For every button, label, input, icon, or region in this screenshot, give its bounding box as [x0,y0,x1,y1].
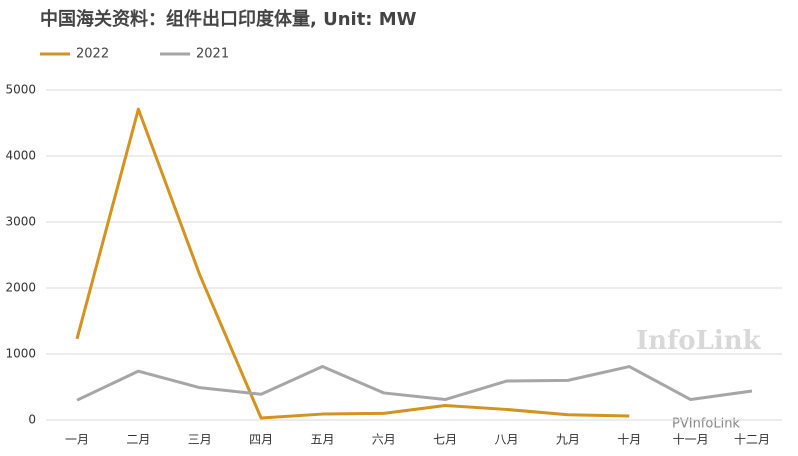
y-tick-label: 3000 [5,215,36,229]
line-series [76,365,753,402]
y-tick-label: 2000 [5,281,36,295]
y-tick-label: 0 [28,413,36,427]
x-tick-label: 四月 [249,433,273,447]
x-tick-label: 六月 [372,433,396,447]
watermark: InfoLink [636,326,762,356]
x-tick-label: 二月 [126,433,150,447]
x-tick-label: 十月 [617,433,641,447]
x-tick-label: 五月 [310,433,334,447]
y-tick-label: 4000 [5,149,36,163]
x-tick-label: 八月 [495,433,519,447]
watermark-account: PVInfoLink [672,417,740,432]
x-tick-label: 十一月 [673,433,709,447]
x-tick-label: 九月 [556,433,580,447]
line-series [75,107,630,420]
y-tick-label: 5000 [5,83,36,97]
y-tick-label: 1000 [5,347,36,361]
x-tick-label: 七月 [433,433,457,447]
legend-label: 2022 [76,47,109,62]
x-tick-label: 一月 [65,433,89,447]
x-tick-label: 三月 [188,433,212,447]
x-tick-label: 十二月 [734,433,770,447]
legend-label: 2021 [196,47,229,62]
chart-title: 中国海关资料：组件出口印度体量, Unit: MW [40,8,417,30]
